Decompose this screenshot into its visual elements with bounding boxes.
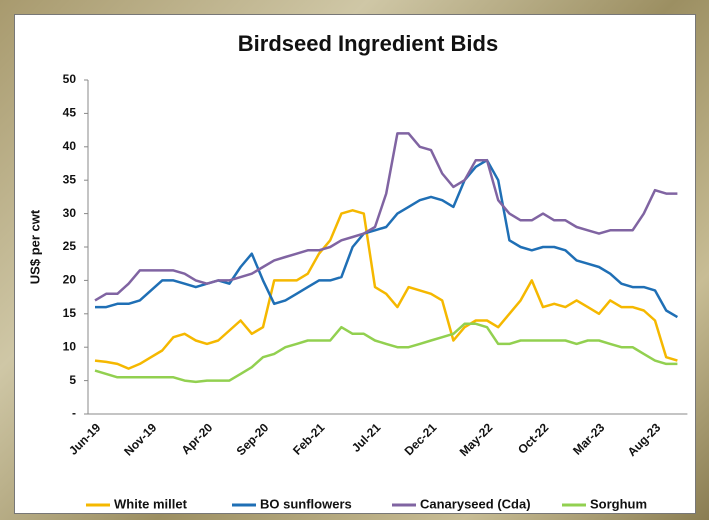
y-tick-label: 15 bbox=[63, 306, 77, 320]
legend-label: White millet bbox=[114, 496, 188, 511]
page: Birdseed Ingredient Bids US$ per cwt - 5 1… bbox=[0, 0, 709, 520]
y-tick-label: 40 bbox=[63, 139, 77, 153]
y-tick-label: 45 bbox=[63, 106, 77, 120]
x-tick-label: Sep-20 bbox=[234, 420, 272, 458]
x-tick-label: Apr-20 bbox=[179, 420, 216, 457]
y-tick-label: - bbox=[72, 406, 76, 420]
x-tick-label: Feb-21 bbox=[290, 420, 327, 457]
chart-title: Birdseed Ingredient Bids bbox=[238, 31, 498, 56]
y-tick-label: 5 bbox=[69, 373, 76, 387]
legend-label: Canaryseed (Cda) bbox=[420, 496, 531, 511]
y-tick-label: 20 bbox=[63, 273, 77, 287]
x-tick-label: May-22 bbox=[457, 420, 496, 459]
x-tick-label: Jun-19 bbox=[66, 420, 103, 457]
x-tick-label: Oct-22 bbox=[515, 420, 552, 457]
x-tick-label: Jul-21 bbox=[349, 420, 384, 455]
x-tick-label: Nov-19 bbox=[121, 420, 159, 458]
y-tick-label: 35 bbox=[63, 172, 77, 186]
legend-label: BO sunflowers bbox=[260, 496, 352, 511]
y-axis-label: US$ per cwt bbox=[27, 209, 42, 284]
series-line bbox=[95, 133, 677, 300]
x-tick-label: Mar-23 bbox=[570, 420, 607, 457]
y-tick-label: 30 bbox=[63, 206, 77, 220]
x-tick-label: Dec-21 bbox=[402, 420, 440, 458]
y-tick-label: 10 bbox=[63, 339, 77, 353]
series-line bbox=[95, 324, 677, 382]
y-tick-label: 50 bbox=[63, 72, 77, 86]
x-tick-label: Aug-23 bbox=[625, 420, 664, 459]
y-tick-label: 25 bbox=[63, 239, 77, 253]
chart: Birdseed Ingredient Bids US$ per cwt - 5 1… bbox=[0, 0, 709, 520]
legend-label: Sorghum bbox=[590, 496, 647, 511]
